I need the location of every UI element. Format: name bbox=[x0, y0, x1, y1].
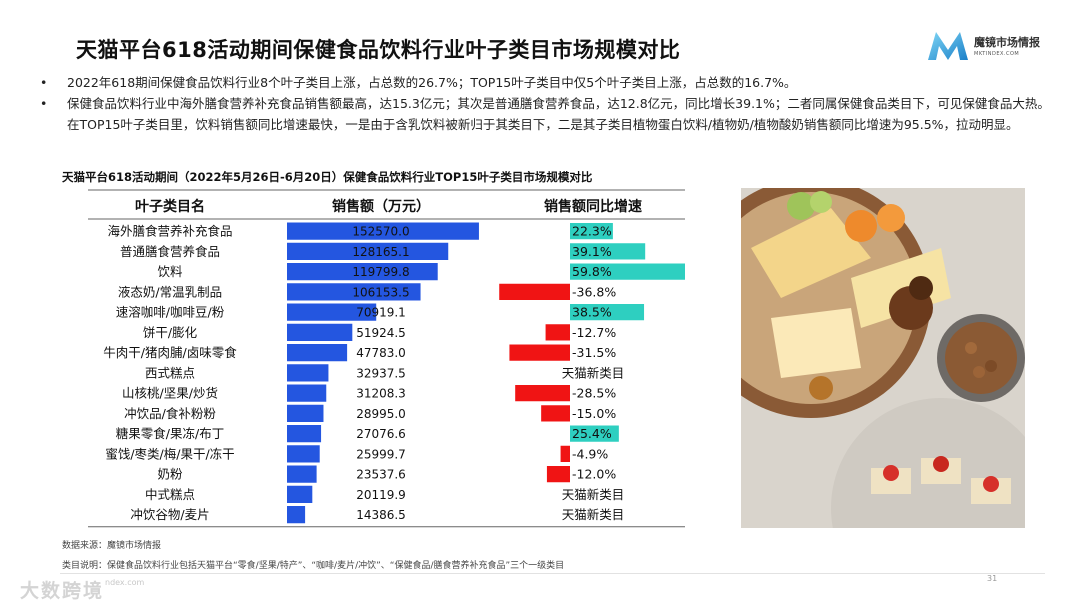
growth-value-label: 天猫新类目 bbox=[562, 487, 625, 502]
watermark: 大数跨境 bbox=[20, 580, 105, 602]
growth-value-label: 天猫新类目 bbox=[562, 507, 625, 522]
growth-value-label: -12.7% bbox=[572, 325, 616, 340]
growth-bar bbox=[570, 304, 645, 321]
sales-bar bbox=[287, 283, 421, 301]
sales-bar bbox=[287, 465, 317, 483]
growth-value-label: 38.5% bbox=[572, 305, 612, 320]
sales-value-label: 20119.9 bbox=[356, 488, 406, 502]
sales-bar bbox=[287, 445, 320, 463]
category-label: 普通膳食营养食品 bbox=[120, 244, 220, 259]
logo-subtitle: MKTINDEX.COM bbox=[974, 51, 1020, 57]
sales-bar bbox=[287, 404, 324, 422]
sales-value-label: 32937.5 bbox=[356, 366, 406, 380]
sales-value-label: 14386.5 bbox=[356, 508, 406, 522]
page-number: 31 bbox=[987, 574, 998, 583]
growth-value-label: -36.8% bbox=[572, 284, 616, 299]
category-label: 饼干/膨化 bbox=[143, 325, 198, 340]
growth-bar bbox=[509, 344, 570, 361]
sales-value-label: 28995.0 bbox=[356, 407, 406, 421]
sales-value-label: 119799.8 bbox=[352, 265, 409, 279]
growth-bar bbox=[570, 243, 646, 260]
growth-bar bbox=[560, 445, 570, 462]
sales-value-label: 27076.6 bbox=[356, 427, 406, 441]
summary-bullets: 2022年618期间保健食品饮料行业8个叶子类目上涨，占总数的26.7%；TOP… bbox=[40, 72, 1050, 135]
category-label: 冲饮谷物/麦片 bbox=[130, 507, 209, 522]
growth-bar bbox=[570, 223, 613, 240]
category-label: 饮料 bbox=[157, 264, 183, 279]
sales-value-label: 70919.1 bbox=[356, 306, 406, 320]
category-label: 冲饮品/食补粉粉 bbox=[124, 406, 216, 421]
growth-value-label: 22.3% bbox=[572, 224, 612, 239]
sales-bar bbox=[287, 344, 348, 362]
column-header: 叶子类目名 bbox=[135, 198, 205, 215]
mirror-logo-icon bbox=[928, 32, 968, 60]
sales-value-label: 31208.3 bbox=[356, 387, 406, 401]
sales-bar bbox=[287, 263, 438, 281]
growth-bar bbox=[570, 425, 619, 442]
category-label: 中式糕点 bbox=[145, 487, 195, 502]
bullet-1: 2022年618期间保健食品饮料行业8个叶子类目上涨，占总数的26.7%；TOP… bbox=[40, 72, 1050, 93]
growth-value-label: -15.0% bbox=[572, 406, 616, 421]
category-label: 糖果零食/果冻/布丁 bbox=[116, 426, 224, 441]
sales-bar bbox=[287, 323, 353, 341]
sales-bar bbox=[287, 242, 449, 260]
sales-value-label: 152570.0 bbox=[352, 225, 409, 239]
column-header: 销售额（万元） bbox=[332, 198, 430, 215]
category-label: 山核桃/坚果/炒货 bbox=[122, 386, 218, 401]
sales-value-label: 23537.6 bbox=[356, 468, 406, 482]
footer-divider bbox=[60, 573, 1045, 574]
sales-bar bbox=[287, 303, 377, 321]
sales-bar bbox=[287, 364, 329, 382]
growth-value-label: 25.4% bbox=[572, 426, 612, 441]
sales-bar bbox=[287, 485, 313, 503]
sales-value-label: 51924.5 bbox=[356, 326, 406, 340]
growth-value-label: 39.1% bbox=[572, 244, 612, 259]
bullet-2: 保健食品饮料行业中海外膳食营养补充食品销售额最高，达15.3亿元；其次是普通膳食… bbox=[40, 93, 1050, 135]
growth-value-label: -31.5% bbox=[572, 345, 616, 360]
brand-logo: 魔镜市场情报 MKTINDEX.COM bbox=[926, 28, 1056, 68]
sales-value-label: 106153.5 bbox=[352, 285, 409, 299]
category-label: 海外膳食营养补充食品 bbox=[107, 224, 232, 239]
sales-value-label: 128165.1 bbox=[352, 245, 409, 259]
column-header: 销售额同比增速 bbox=[544, 198, 642, 215]
sales-bar bbox=[287, 384, 327, 402]
growth-bar bbox=[515, 385, 570, 402]
footer-site: ndex.com bbox=[105, 578, 145, 587]
page-title: 天猫平台618活动期间保健食品饮料行业叶子类目市场规模对比 bbox=[76, 38, 681, 62]
sales-value-label: 25999.7 bbox=[356, 447, 406, 461]
growth-value-label: 天猫新类目 bbox=[562, 365, 625, 380]
sales-bar bbox=[287, 222, 479, 240]
growth-bar bbox=[545, 324, 570, 341]
growth-bar bbox=[570, 263, 685, 280]
growth-value-label: -28.5% bbox=[572, 386, 616, 401]
data-source-note: 数据来源：魔镜市场情报 bbox=[62, 541, 162, 551]
category-label: 西式糕点 bbox=[145, 365, 195, 380]
snack-platter-image bbox=[741, 188, 1025, 528]
sales-value-label: 47783.0 bbox=[356, 346, 406, 360]
growth-bar bbox=[499, 283, 570, 300]
category-label: 速溶咖啡/咖啡豆/粉 bbox=[116, 305, 225, 320]
category-label: 蜜饯/枣类/梅/果干/冻干 bbox=[105, 446, 234, 461]
category-note: 类目说明：保健食品饮料行业包括天猫平台“零食/坚果/特产”、“咖啡/麦片/冲饮”… bbox=[62, 561, 565, 571]
growth-value-label: -12.0% bbox=[572, 467, 616, 482]
sales-bar bbox=[287, 506, 306, 524]
category-label: 牛肉干/猪肉脯/卤味零食 bbox=[103, 345, 237, 360]
chart-title: 天猫平台618活动期间（2022年5月26日-6月20日）保健食品饮料行业TOP… bbox=[62, 170, 593, 184]
growth-bar bbox=[541, 405, 570, 422]
growth-value-label: 59.8% bbox=[572, 264, 612, 279]
category-label: 奶粉 bbox=[157, 467, 183, 482]
category-label: 液态奶/常温乳制品 bbox=[118, 284, 222, 299]
logo-name: 魔镜市场情报 bbox=[974, 36, 1040, 49]
sales-bar bbox=[287, 425, 322, 443]
growth-bar bbox=[546, 466, 570, 483]
growth-value-label: -4.9% bbox=[572, 446, 608, 461]
